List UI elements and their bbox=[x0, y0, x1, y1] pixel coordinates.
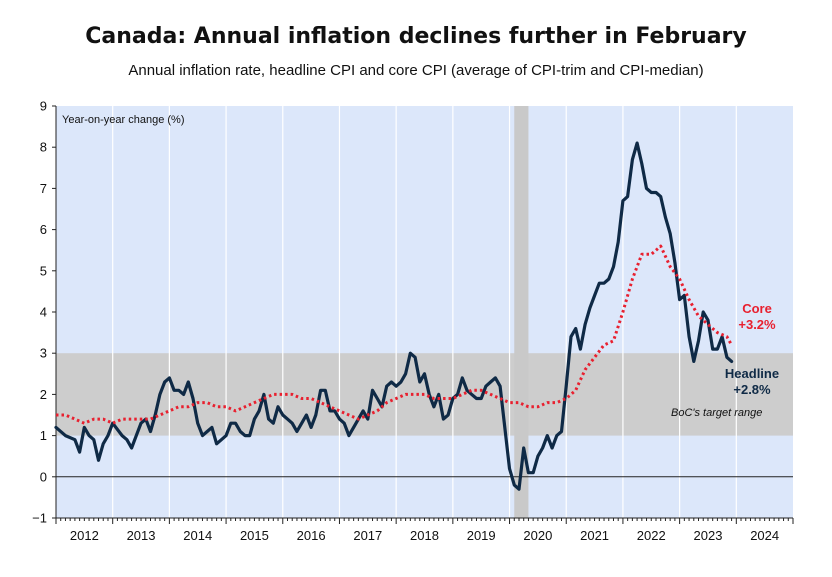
x-tick-label: 2015 bbox=[240, 528, 269, 543]
target-range-band bbox=[56, 106, 793, 518]
chart-title: Canada: Annual inflation declines furthe… bbox=[85, 24, 747, 49]
y-tick-label: 2 bbox=[40, 387, 47, 402]
y-tick-label: 3 bbox=[40, 346, 47, 361]
target-range-rect bbox=[56, 353, 793, 436]
x-tick-label: 2023 bbox=[694, 528, 723, 543]
core-end-value: +3.2% bbox=[738, 317, 776, 332]
x-tick-label: 2013 bbox=[127, 528, 156, 543]
x-tick-label: 2012 bbox=[70, 528, 99, 543]
y-tick-label: 5 bbox=[40, 263, 47, 278]
target-range-label: BoC's target range bbox=[671, 407, 762, 419]
x-tick-label: 2016 bbox=[297, 528, 326, 543]
series-line-headline bbox=[54, 141, 734, 491]
x-tick-label: 2022 bbox=[637, 528, 666, 543]
headline-end-value: +2.8% bbox=[733, 382, 771, 397]
x-tick-label: 2021 bbox=[580, 528, 609, 543]
annotations: Year-on-year change (%) BoC's target ran… bbox=[62, 114, 779, 419]
chart-subtitle: Annual inflation rate, headline CPI and … bbox=[128, 62, 704, 79]
y-tick-label: −1 bbox=[32, 511, 47, 526]
series-lines bbox=[54, 141, 734, 491]
plot-area bbox=[56, 106, 793, 518]
x-tick-label: 2018 bbox=[410, 528, 439, 543]
x-tick-label: 2017 bbox=[353, 528, 382, 543]
plot-background bbox=[56, 106, 793, 518]
core-series-name: Core bbox=[742, 301, 772, 316]
y-tick-label: 7 bbox=[40, 181, 47, 196]
gridlines bbox=[112, 106, 737, 518]
y-tick-label: 9 bbox=[40, 99, 47, 114]
y-tick-label: 0 bbox=[40, 469, 47, 484]
x-tick-label: 2014 bbox=[183, 528, 212, 543]
x-tick-label: 2019 bbox=[467, 528, 496, 543]
recession-shading bbox=[514, 106, 529, 518]
x-tick-label: 2020 bbox=[523, 528, 552, 543]
y-tick-label: 6 bbox=[40, 222, 47, 237]
y-tick-label: 4 bbox=[40, 305, 47, 320]
y-axis-label: Year-on-year change (%) bbox=[62, 114, 185, 126]
headline-series-name: Headline bbox=[725, 366, 779, 381]
series-line-core bbox=[56, 244, 733, 425]
x-tick-label: 2024 bbox=[750, 528, 779, 543]
y-tick-label: 8 bbox=[40, 140, 47, 155]
axes: −1 0 1 2 3 4 5 6 7 8 9 2012 2013 2014 2015 2016 2017 2018… bbox=[32, 99, 794, 543]
y-tick-label: 1 bbox=[40, 428, 47, 443]
